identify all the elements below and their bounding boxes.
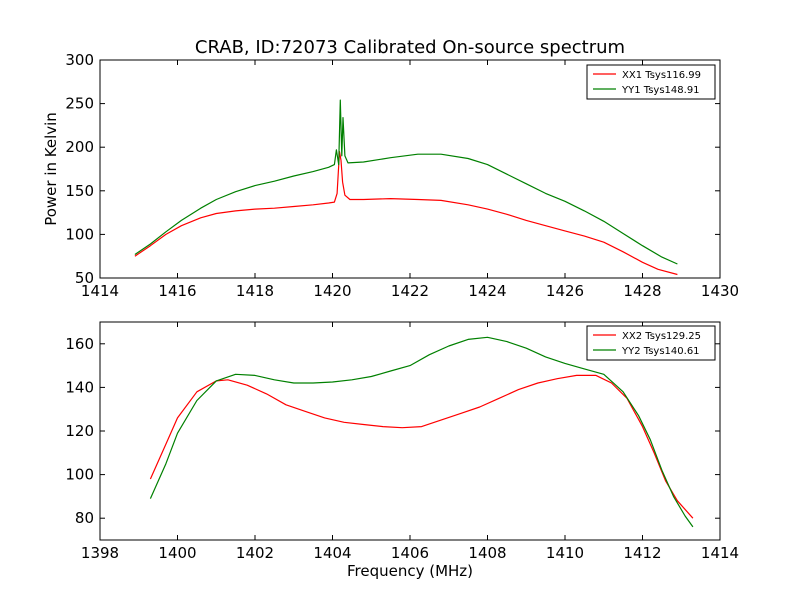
bottom-ticks: 1398 1400 1402 1404 1406 1408 1410 1412 1414 80 10… bbox=[65, 322, 739, 562]
bottom-legend-label-xx2: XX2 Tsys129.25 bbox=[622, 331, 701, 342]
bottom-subplot: 1398 1400 1402 1404 1406 1408 1410 1412 1414 80 10… bbox=[65, 321, 739, 580]
top-series-line-xx1 bbox=[134, 151, 678, 276]
top-series-line-yy1 bbox=[134, 99, 678, 265]
bottom-x-tick-label: 1400 bbox=[158, 544, 196, 562]
bottom-series-line-xx2 bbox=[149, 374, 694, 519]
bottom-legend: XX2 Tsys129.25 YY2 Tsys140.61 bbox=[586, 325, 716, 361]
bottom-legend-label-yy2: YY2 Tsys140.61 bbox=[621, 346, 700, 357]
top-x-tick-label: 1420 bbox=[313, 282, 351, 300]
bottom-series-line-yy2 bbox=[149, 336, 694, 528]
bottom-x-tick-label: 1398 bbox=[81, 544, 119, 562]
top-legend-box bbox=[586, 64, 716, 100]
bottom-x-tick-label: 1406 bbox=[391, 544, 429, 562]
bottom-x-tick-label: 1412 bbox=[623, 544, 661, 562]
top-legend-label-xx1: XX1 Tsys116.99 bbox=[622, 70, 701, 81]
top-x-tick-label: 1430 bbox=[701, 282, 739, 300]
top-x-tick-label: 1418 bbox=[236, 282, 274, 300]
bottom-y-tick-label: 80 bbox=[75, 509, 94, 527]
bottom-y-tick-label: 140 bbox=[65, 378, 94, 396]
top-legend-label-yy1: YY1 Tsys148.91 bbox=[621, 85, 700, 96]
bottom-y-tick-label: 100 bbox=[65, 466, 94, 484]
bottom-y-tick-label: 120 bbox=[65, 422, 94, 440]
bottom-x-axis-label: Frequency (MHz) bbox=[347, 562, 473, 580]
top-y-axis-label: Power in Kelvin bbox=[42, 112, 60, 226]
top-y-tick-label: 50 bbox=[75, 269, 94, 287]
top-x-tick-label: 1414 bbox=[81, 282, 119, 300]
bottom-x-tick-label: 1402 bbox=[236, 544, 274, 562]
top-plot-area bbox=[134, 99, 678, 276]
top-x-tick-label: 1424 bbox=[468, 282, 506, 300]
bottom-y-tick-label: 160 bbox=[65, 335, 94, 353]
top-y-tick-label: 200 bbox=[65, 138, 94, 156]
bottom-x-tick-label: 1404 bbox=[313, 544, 351, 562]
top-y-tick-label: 100 bbox=[65, 225, 94, 243]
top-x-tick-label: 1422 bbox=[391, 282, 429, 300]
bottom-x-tick-label: 1410 bbox=[546, 544, 584, 562]
top-subplot: CRAB, ID:72073 Calibrated On-source spec… bbox=[42, 37, 739, 300]
top-y-tick-label: 250 bbox=[65, 95, 94, 113]
top-x-tick-label: 1428 bbox=[623, 282, 661, 300]
top-x-tick-label: 1416 bbox=[158, 282, 196, 300]
top-x-tick-label: 1426 bbox=[546, 282, 584, 300]
bottom-x-tick-label: 1414 bbox=[701, 544, 739, 562]
bottom-x-tick-label: 1408 bbox=[468, 544, 506, 562]
top-y-tick-label: 150 bbox=[65, 182, 94, 200]
top-y-tick-label: 300 bbox=[65, 51, 94, 69]
top-legend: XX1 Tsys116.99 YY1 Tsys148.91 bbox=[586, 64, 716, 100]
chart-title: CRAB, ID:72073 Calibrated On-source spec… bbox=[195, 37, 625, 58]
top-ticks: 1414 1416 1418 1420 1422 1424 1426 1428 1430 50 10… bbox=[65, 51, 739, 300]
bottom-plot-area bbox=[149, 336, 694, 528]
bottom-legend-box bbox=[586, 325, 716, 361]
